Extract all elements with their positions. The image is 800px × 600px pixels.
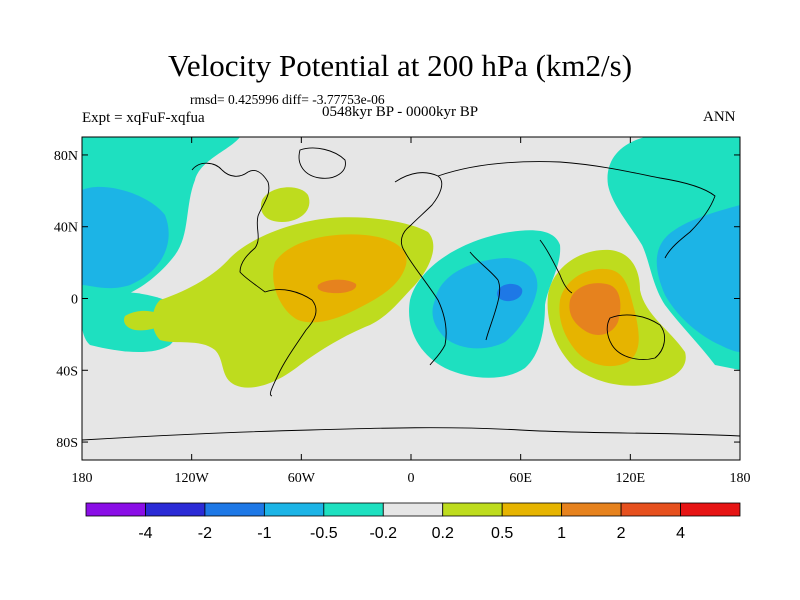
region-atlantic-core (273, 234, 407, 323)
y-tick-label: 80S (56, 436, 78, 451)
y-tick-label: 40N (54, 221, 78, 236)
colorbar-label: -0.2 (369, 525, 397, 542)
x-tick-label: 180 (72, 471, 93, 486)
x-axis: 180 120W 60W 0 60E 120E 180 (72, 137, 751, 486)
region-south-pacific-positive (124, 310, 164, 331)
colorbar: -4 -2 -1 -0.5 -0.2 0.2 0.5 1 2 4 (85, 502, 741, 542)
season-label: ANN (703, 109, 736, 125)
rmsd-diff-stats: rmsd= 0.425996 diff= -3.77753e-06 (190, 92, 385, 107)
coastline-antarctica (82, 427, 740, 441)
colorbar-box (680, 502, 741, 517)
colorbar-box (85, 502, 146, 517)
colorbar-box (323, 502, 384, 517)
y-tick-label: 40S (56, 364, 78, 379)
coastline-north-america (191, 162, 270, 293)
colorbar-label: 1 (557, 525, 566, 542)
period-label: 0548kyr BP - 0000kyr BP (322, 104, 479, 120)
coastline-india (539, 239, 573, 294)
region-africa-indian-core (432, 258, 538, 349)
chart-title: Velocity Potential at 200 hPa (km2/s) (167, 48, 633, 83)
colorbar-label: 2 (617, 525, 626, 542)
region-maritime-max (569, 283, 621, 335)
x-tick-label: 180 (730, 471, 751, 486)
colorbar-label: 0.2 (432, 525, 454, 542)
y-axis: 80N 40N 0 40S 80S (54, 149, 740, 451)
colorbar-box (561, 502, 622, 517)
colorbar-box (145, 502, 206, 517)
coastline-australia (606, 314, 666, 360)
x-tick-label: 0 (408, 471, 415, 486)
coastline-east-africa (469, 251, 501, 341)
colorbar-box (442, 502, 503, 517)
region-west-pacific-core (656, 205, 740, 352)
colorbar-box (501, 502, 563, 517)
region-north-pacific-core (82, 186, 169, 289)
x-tick-label: 120E (616, 471, 646, 486)
experiment-label: Expt = xqFuF-xqfua (82, 110, 205, 126)
colorbar-label: -0.5 (310, 525, 338, 542)
colorbar-label: -1 (257, 525, 271, 542)
colorbar-box (263, 502, 325, 517)
y-tick-label: 0 (71, 293, 78, 308)
colorbar-label: 4 (676, 525, 685, 542)
region-atlantic-max (317, 279, 357, 294)
x-tick-label: 60E (509, 471, 532, 486)
colorbar-box (620, 502, 681, 517)
colorbar-box (204, 502, 265, 517)
coastline-south-america (264, 289, 317, 397)
coastline-asia (437, 161, 716, 259)
x-tick-label: 60W (288, 471, 316, 486)
coastline-greenland (298, 147, 346, 179)
y-tick-label: 80N (54, 149, 78, 164)
coastlines (82, 147, 740, 441)
colorbar-label: -4 (138, 525, 152, 542)
x-tick-label: 120W (175, 471, 210, 486)
contour-fills (82, 137, 740, 388)
colorbar-box (382, 502, 444, 517)
colorbar-label: 0.5 (491, 525, 513, 542)
region-north-atlantic-positive (260, 187, 310, 222)
colorbar-label: -2 (198, 525, 212, 542)
region-africa-indian-max (496, 283, 523, 302)
coastline-europe-africa (394, 172, 447, 366)
